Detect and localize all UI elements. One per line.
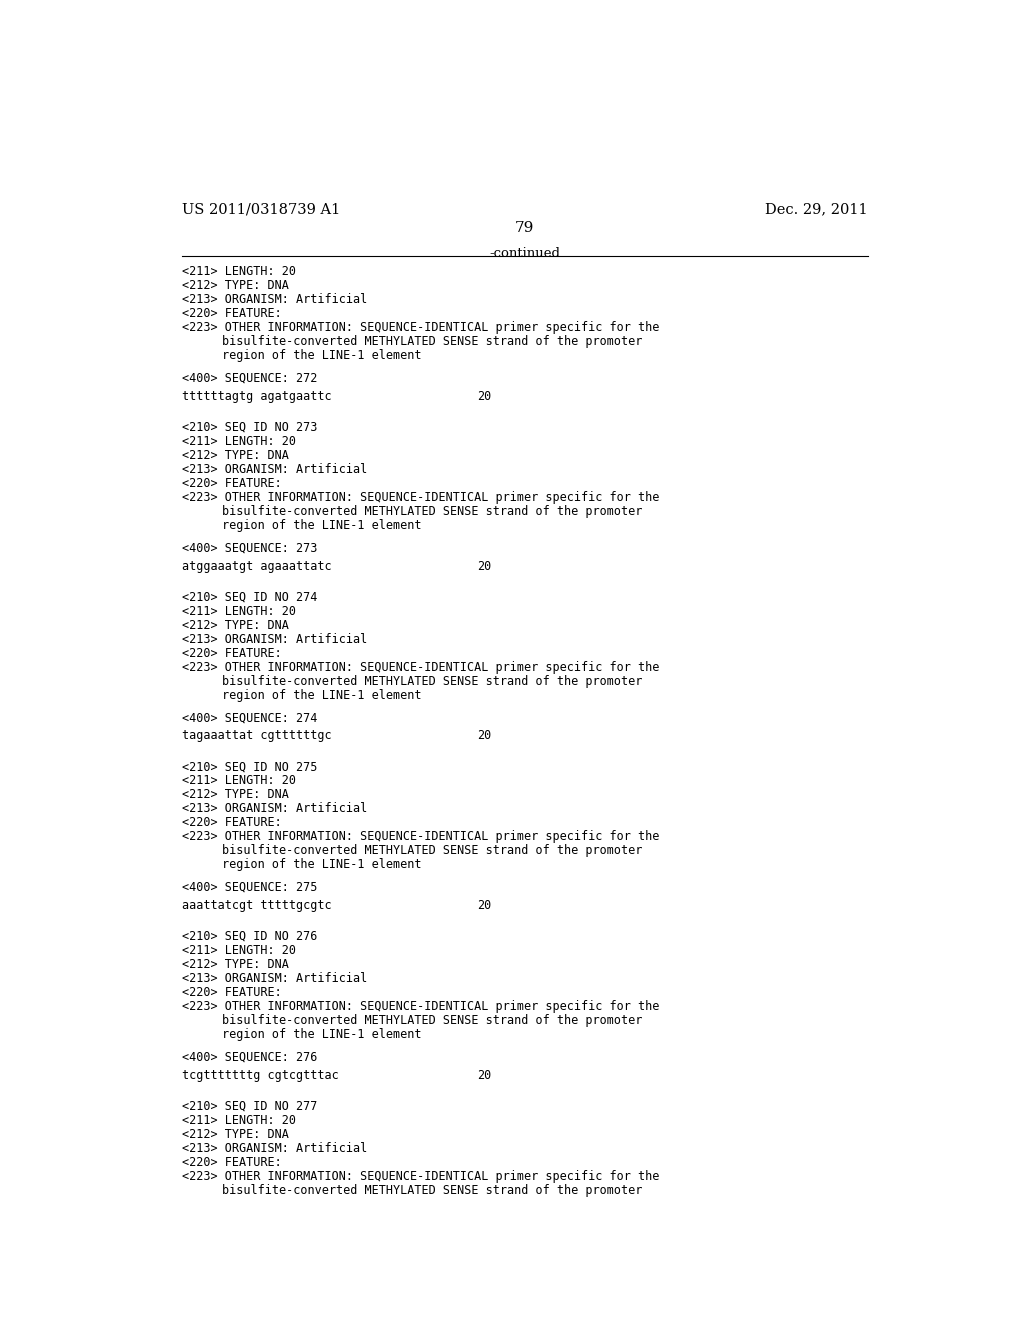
Text: <400> SEQUENCE: 275: <400> SEQUENCE: 275 <box>182 880 317 894</box>
Text: <213> ORGANISM: Artificial: <213> ORGANISM: Artificial <box>182 632 368 645</box>
Text: <220> FEATURE:: <220> FEATURE: <box>182 816 282 829</box>
Text: -continued: -continued <box>489 247 560 260</box>
Text: bisulfite-converted METHYLATED SENSE strand of the promoter: bisulfite-converted METHYLATED SENSE str… <box>221 506 642 517</box>
Text: <220> FEATURE:: <220> FEATURE: <box>182 1156 282 1168</box>
Text: Dec. 29, 2011: Dec. 29, 2011 <box>765 202 867 216</box>
Text: <213> ORGANISM: Artificial: <213> ORGANISM: Artificial <box>182 293 368 306</box>
Text: <212> TYPE: DNA: <212> TYPE: DNA <box>182 279 289 292</box>
Text: <213> ORGANISM: Artificial: <213> ORGANISM: Artificial <box>182 972 368 985</box>
Text: <223> OTHER INFORMATION: SEQUENCE-IDENTICAL primer specific for the: <223> OTHER INFORMATION: SEQUENCE-IDENTI… <box>182 661 659 673</box>
Text: <211> LENGTH: 20: <211> LENGTH: 20 <box>182 265 296 279</box>
Text: <213> ORGANISM: Artificial: <213> ORGANISM: Artificial <box>182 803 368 816</box>
Text: region of the LINE-1 element: region of the LINE-1 element <box>221 519 421 532</box>
Text: bisulfite-converted METHYLATED SENSE strand of the promoter: bisulfite-converted METHYLATED SENSE str… <box>221 675 642 688</box>
Text: <210> SEQ ID NO 275: <210> SEQ ID NO 275 <box>182 760 317 774</box>
Text: <223> OTHER INFORMATION: SEQUENCE-IDENTICAL primer specific for the: <223> OTHER INFORMATION: SEQUENCE-IDENTI… <box>182 491 659 504</box>
Text: <210> SEQ ID NO 276: <210> SEQ ID NO 276 <box>182 931 317 942</box>
Text: <223> OTHER INFORMATION: SEQUENCE-IDENTICAL primer specific for the: <223> OTHER INFORMATION: SEQUENCE-IDENTI… <box>182 830 659 843</box>
Text: <220> FEATURE:: <220> FEATURE: <box>182 986 282 999</box>
Text: <211> LENGTH: 20: <211> LENGTH: 20 <box>182 775 296 787</box>
Text: <212> TYPE: DNA: <212> TYPE: DNA <box>182 958 289 972</box>
Text: <212> TYPE: DNA: <212> TYPE: DNA <box>182 619 289 631</box>
Text: region of the LINE-1 element: region of the LINE-1 element <box>221 350 421 362</box>
Text: ttttttagtg agatgaattc: ttttttagtg agatgaattc <box>182 389 332 403</box>
Text: <213> ORGANISM: Artificial: <213> ORGANISM: Artificial <box>182 463 368 477</box>
Text: <223> OTHER INFORMATION: SEQUENCE-IDENTICAL primer specific for the: <223> OTHER INFORMATION: SEQUENCE-IDENTI… <box>182 1001 659 1014</box>
Text: <210> SEQ ID NO 277: <210> SEQ ID NO 277 <box>182 1100 317 1113</box>
Text: <210> SEQ ID NO 274: <210> SEQ ID NO 274 <box>182 590 317 603</box>
Text: 20: 20 <box>477 730 492 742</box>
Text: <400> SEQUENCE: 276: <400> SEQUENCE: 276 <box>182 1051 317 1064</box>
Text: <400> SEQUENCE: 272: <400> SEQUENCE: 272 <box>182 372 317 384</box>
Text: region of the LINE-1 element: region of the LINE-1 element <box>221 858 421 871</box>
Text: 20: 20 <box>477 389 492 403</box>
Text: 20: 20 <box>477 1069 492 1082</box>
Text: 20: 20 <box>477 899 492 912</box>
Text: bisulfite-converted METHYLATED SENSE strand of the promoter: bisulfite-converted METHYLATED SENSE str… <box>221 1184 642 1197</box>
Text: aaattatcgt tttttgcgtc: aaattatcgt tttttgcgtc <box>182 899 332 912</box>
Text: 79: 79 <box>515 222 535 235</box>
Text: <212> TYPE: DNA: <212> TYPE: DNA <box>182 1127 289 1140</box>
Text: <211> LENGTH: 20: <211> LENGTH: 20 <box>182 1114 296 1127</box>
Text: <212> TYPE: DNA: <212> TYPE: DNA <box>182 449 289 462</box>
Text: <210> SEQ ID NO 273: <210> SEQ ID NO 273 <box>182 421 317 434</box>
Text: <400> SEQUENCE: 273: <400> SEQUENCE: 273 <box>182 541 317 554</box>
Text: region of the LINE-1 element: region of the LINE-1 element <box>221 689 421 702</box>
Text: bisulfite-converted METHYLATED SENSE strand of the promoter: bisulfite-converted METHYLATED SENSE str… <box>221 1014 642 1027</box>
Text: <212> TYPE: DNA: <212> TYPE: DNA <box>182 788 289 801</box>
Text: <211> LENGTH: 20: <211> LENGTH: 20 <box>182 434 296 447</box>
Text: <220> FEATURE:: <220> FEATURE: <box>182 477 282 490</box>
Text: <211> LENGTH: 20: <211> LENGTH: 20 <box>182 605 296 618</box>
Text: <220> FEATURE:: <220> FEATURE: <box>182 308 282 321</box>
Text: bisulfite-converted METHYLATED SENSE strand of the promoter: bisulfite-converted METHYLATED SENSE str… <box>221 335 642 348</box>
Text: tagaaattat cgttttttgc: tagaaattat cgttttttgc <box>182 730 332 742</box>
Text: bisulfite-converted METHYLATED SENSE strand of the promoter: bisulfite-converted METHYLATED SENSE str… <box>221 845 642 858</box>
Text: <223> OTHER INFORMATION: SEQUENCE-IDENTICAL primer specific for the: <223> OTHER INFORMATION: SEQUENCE-IDENTI… <box>182 321 659 334</box>
Text: <223> OTHER INFORMATION: SEQUENCE-IDENTICAL primer specific for the: <223> OTHER INFORMATION: SEQUENCE-IDENTI… <box>182 1170 659 1183</box>
Text: US 2011/0318739 A1: US 2011/0318739 A1 <box>182 202 340 216</box>
Text: tcgtttttttg cgtcgtttac: tcgtttttttg cgtcgtttac <box>182 1069 339 1082</box>
Text: <213> ORGANISM: Artificial: <213> ORGANISM: Artificial <box>182 1142 368 1155</box>
Text: <220> FEATURE:: <220> FEATURE: <box>182 647 282 660</box>
Text: atggaaatgt agaaattatc: atggaaatgt agaaattatc <box>182 560 332 573</box>
Text: region of the LINE-1 element: region of the LINE-1 element <box>221 1028 421 1041</box>
Text: 20: 20 <box>477 560 492 573</box>
Text: <211> LENGTH: 20: <211> LENGTH: 20 <box>182 944 296 957</box>
Text: <400> SEQUENCE: 274: <400> SEQUENCE: 274 <box>182 711 317 725</box>
